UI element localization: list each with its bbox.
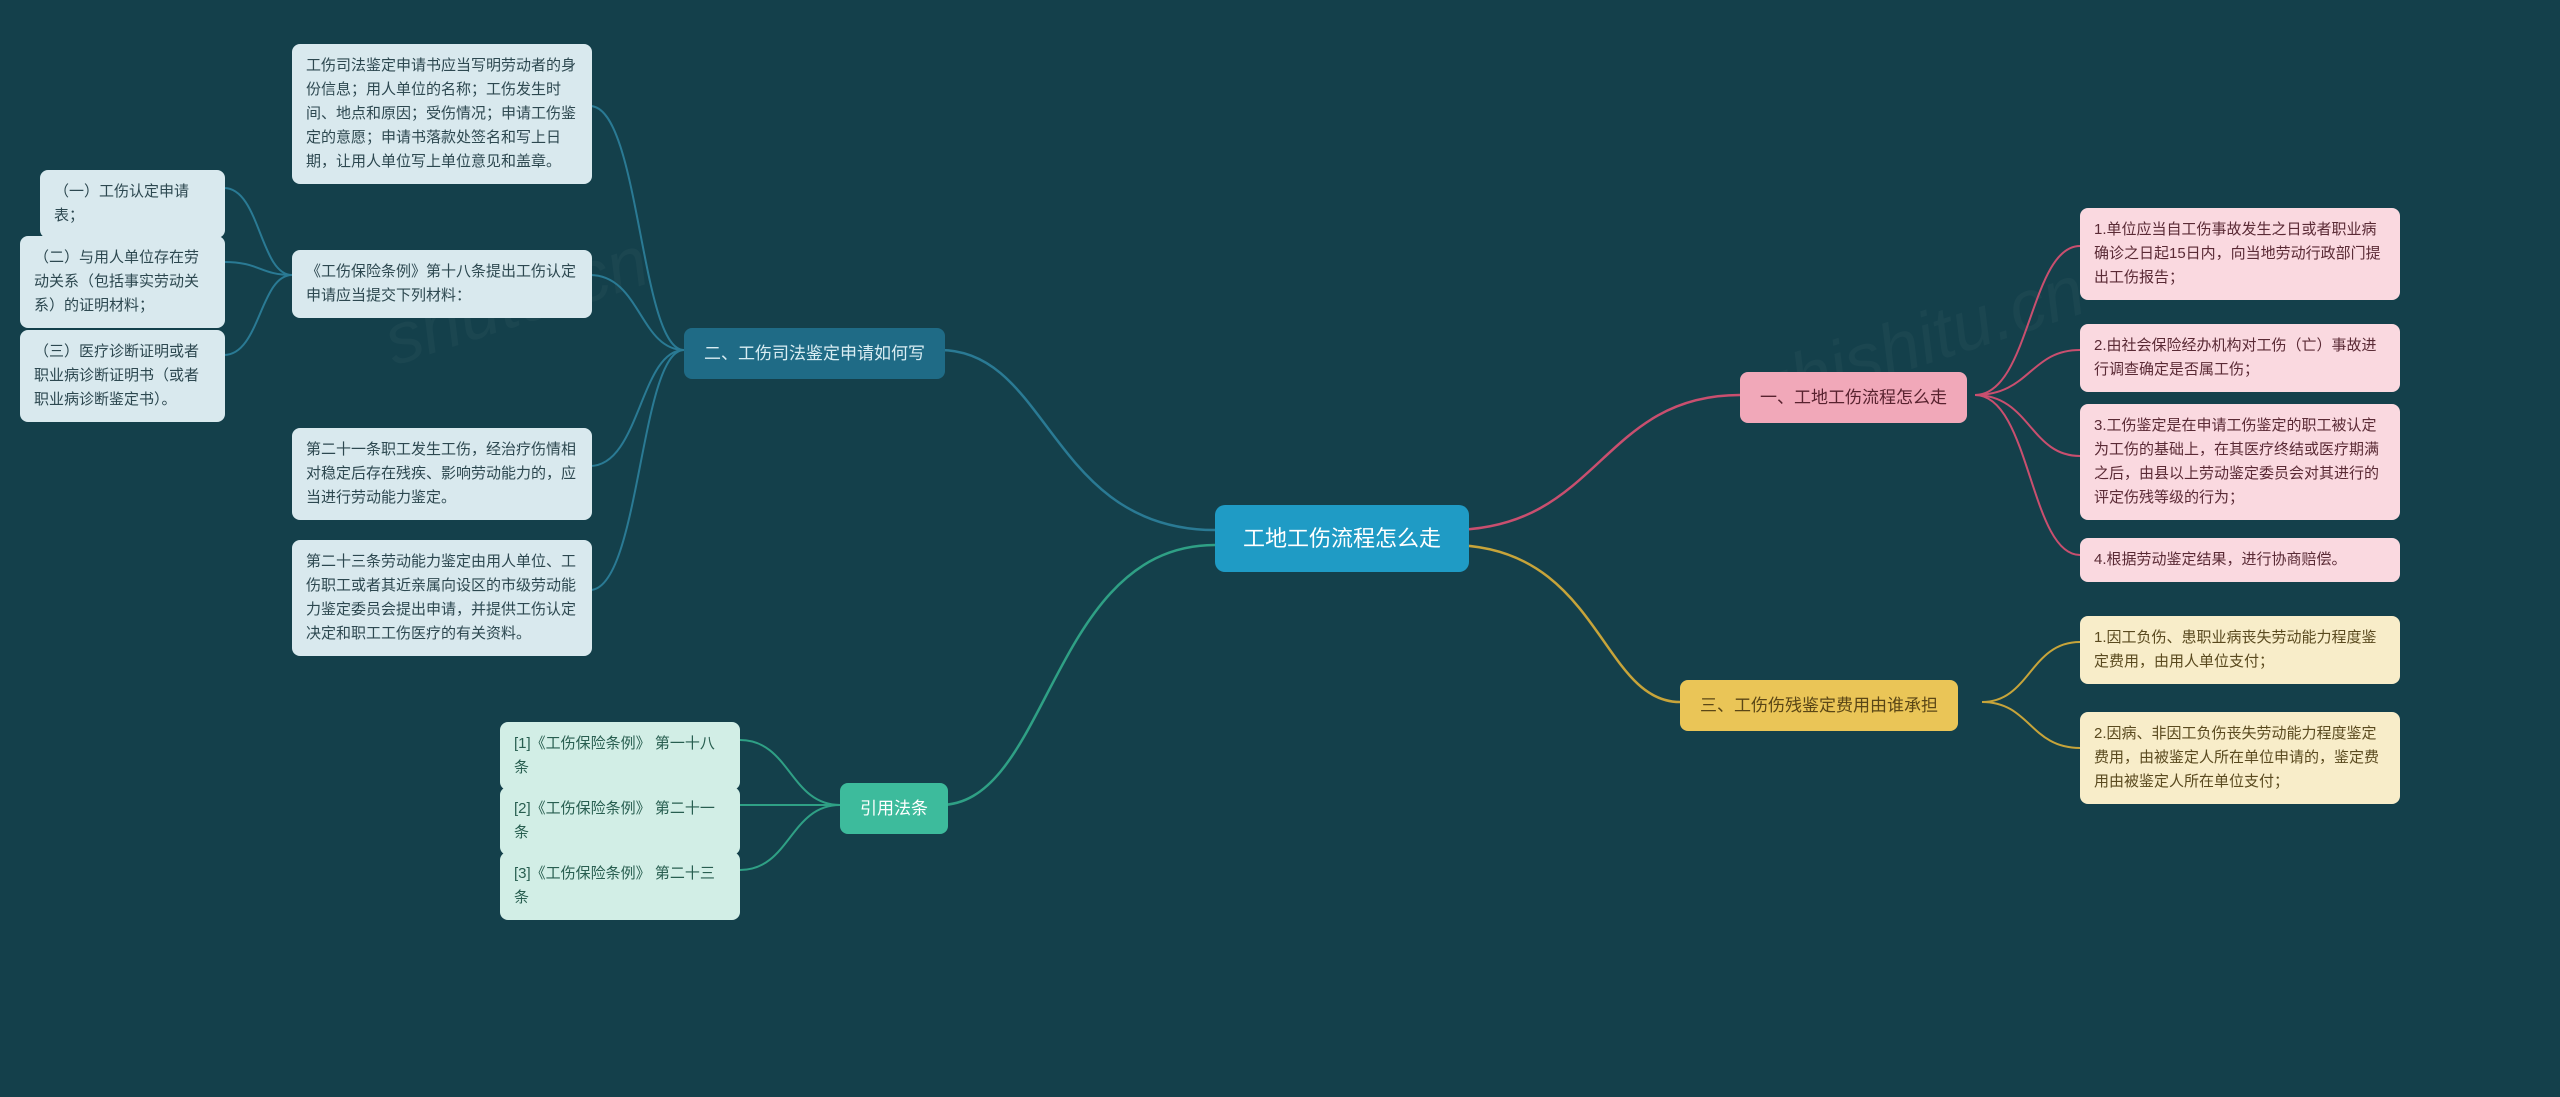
branch-2-subleaf: （二）与用人单位存在劳动关系（包括事实劳动关系）的证明材料； [20, 236, 225, 328]
branch-2-subleaf: （一）工伤认定申请表； [40, 170, 225, 238]
branch-3-leaf: 2.因病、非因工负伤丧失劳动能力程度鉴定费用，由被鉴定人所在单位申请的，鉴定费用… [2080, 712, 2400, 804]
branch-1-leaf: 3.工伤鉴定是在申请工伤鉴定的职工被认定为工伤的基础上，在其医疗终结或医疗期满之… [2080, 404, 2400, 520]
branch-4-leaf: [1]《工伤保险条例》 第一十八条 [500, 722, 740, 790]
branch-4: 引用法条 [840, 783, 948, 834]
branch-4-leaf: [3]《工伤保险条例》 第二十三条 [500, 852, 740, 920]
branch-3: 三、工伤伤残鉴定费用由谁承担 [1680, 680, 1958, 731]
branch-2-leaf: 工伤司法鉴定申请书应当写明劳动者的身份信息；用人单位的名称；工伤发生时间、地点和… [292, 44, 592, 184]
branch-2-leaf: 第二十一条职工发生工伤，经治疗伤情相对稳定后存在残疾、影响劳动能力的，应当进行劳… [292, 428, 592, 520]
branch-1-leaf: 1.单位应当自工伤事故发生之日或者职业病确诊之日起15日内，向当地劳动行政部门提… [2080, 208, 2400, 300]
branch-2-leaf: 《工伤保险条例》第十八条提出工伤认定申请应当提交下列材料： [292, 250, 592, 318]
branch-4-leaf: [2]《工伤保险条例》 第二十一条 [500, 787, 740, 855]
root-node: 工地工伤流程怎么走 [1215, 505, 1469, 572]
branch-1-leaf: 4.根据劳动鉴定结果，进行协商赔偿。 [2080, 538, 2400, 582]
branch-2-subleaf: （三）医疗诊断证明或者职业病诊断证明书（或者职业病诊断鉴定书）。 [20, 330, 225, 422]
branch-2-leaf: 第二十三条劳动能力鉴定由用人单位、工伤职工或者其近亲属向设区的市级劳动能力鉴定委… [292, 540, 592, 656]
branch-1-leaf: 2.由社会保险经办机构对工伤（亡）事故进行调查确定是否属工伤； [2080, 324, 2400, 392]
branch-1: 一、工地工伤流程怎么走 [1740, 372, 1967, 423]
branch-3-leaf: 1.因工负伤、患职业病丧失劳动能力程度鉴定费用，由用人单位支付； [2080, 616, 2400, 684]
branch-2: 二、工伤司法鉴定申请如何写 [684, 328, 945, 379]
